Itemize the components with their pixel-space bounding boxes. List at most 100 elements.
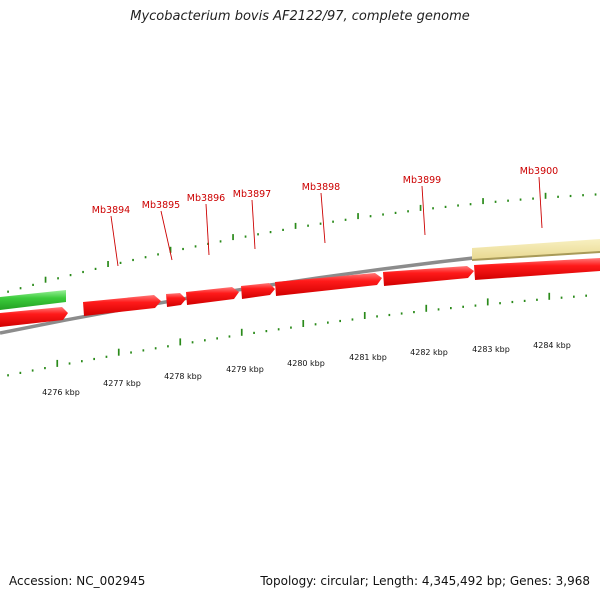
minor-tick (450, 307, 452, 310)
gene-leader-line (160, 210, 173, 261)
accession-text: Accession: NC_002945 (9, 574, 146, 588)
major-tick (482, 198, 484, 205)
cds-arrow-left-edge[interactable] (0, 307, 68, 327)
minor-tick (536, 298, 538, 301)
gene-label-mb3898[interactable]: Mb3898 (302, 182, 340, 193)
minor-tick (157, 253, 159, 256)
minor-tick (582, 194, 584, 197)
gene-label-mb3899[interactable]: Mb3899 (403, 175, 441, 186)
minor-tick (219, 240, 222, 243)
major-tick (117, 348, 120, 356)
minor-tick (105, 355, 108, 358)
major-tick (544, 192, 547, 199)
kbp-label: 4276 kbp (42, 388, 80, 397)
minor-tick (327, 321, 329, 324)
green-feature[interactable] (0, 290, 66, 310)
kbp-label: 4282 kbp (410, 348, 448, 357)
gene-leader-line (421, 185, 426, 236)
kbp-label: 4278 kbp (164, 372, 202, 381)
minor-tick (182, 247, 184, 251)
minor-tick (7, 374, 9, 377)
minor-tick (511, 300, 514, 304)
kbp-label: 4283 kbp (472, 345, 510, 354)
minor-tick (130, 351, 132, 354)
minor-tick (69, 274, 72, 277)
kbp-label: 4277 kbp (103, 379, 141, 388)
minor-tick (132, 258, 134, 262)
minor-tick (332, 220, 334, 223)
minor-tick (457, 204, 459, 207)
cds-arrow-mb3900[interactable] (474, 258, 600, 280)
minor-tick (519, 198, 522, 201)
minor-tick (7, 290, 9, 293)
cds-arrow-mb3899[interactable] (383, 266, 474, 286)
major-tick (548, 292, 551, 300)
minor-tick (290, 326, 292, 329)
minor-tick (339, 319, 341, 323)
kbp-label-layer: 4276 kbp 4277 kbp 4278 kbp 4279 kbp 4280 kbp… (42, 341, 571, 397)
major-tick (44, 276, 47, 283)
major-tick (232, 234, 234, 241)
minor-tick (369, 215, 372, 218)
minor-tick (413, 311, 415, 314)
minor-tick (314, 323, 317, 326)
yellow-feature[interactable] (472, 239, 600, 260)
minor-tick (32, 283, 34, 286)
minor-tick (19, 371, 22, 374)
minor-tick (532, 197, 534, 200)
minor-tick (93, 357, 95, 361)
minor-tick (437, 308, 440, 311)
cds-arrow-mb3898[interactable] (275, 273, 382, 296)
major-tick (363, 312, 366, 319)
gene-label-mb3897[interactable]: Mb3897 (233, 189, 271, 200)
major-tick (357, 213, 359, 220)
minor-tick (144, 256, 147, 259)
major-tick (302, 320, 305, 327)
major-tick (486, 298, 489, 306)
gene-label-mb3895[interactable]: Mb3895 (142, 200, 180, 211)
minor-tick (507, 199, 509, 202)
major-tick (425, 304, 428, 312)
gene-label-mb3900[interactable]: Mb3900 (520, 166, 558, 177)
minor-tick (569, 194, 572, 198)
gene-label-mb3896[interactable]: Mb3896 (187, 193, 225, 204)
minor-tick (216, 337, 218, 340)
minor-tick (194, 245, 197, 248)
minor-tick (244, 235, 247, 238)
minor-tick (68, 362, 71, 365)
gene-leader-line (205, 203, 210, 256)
cds-arrow-mb3896[interactable] (186, 287, 239, 305)
major-tick (240, 328, 243, 336)
gene-label-mb3894[interactable]: Mb3894 (92, 205, 130, 216)
cds-arrow-mb3897[interactable] (241, 283, 275, 299)
minor-tick (499, 302, 501, 305)
minor-tick (560, 296, 563, 299)
major-tick (169, 246, 172, 253)
minor-tick (319, 222, 322, 225)
minor-tick (382, 213, 384, 216)
minor-tick (376, 315, 378, 318)
minor-tick (44, 367, 46, 370)
minor-tick (432, 207, 434, 210)
minor-tick (31, 369, 34, 372)
minor-tick (265, 330, 268, 333)
gene-leader-line (538, 176, 543, 229)
minor-tick (82, 270, 84, 274)
minor-tick (119, 261, 122, 264)
minor-tick (167, 345, 169, 348)
lower-tick-track (7, 292, 587, 377)
minor-tick (557, 195, 559, 198)
minor-tick (573, 295, 575, 298)
genome-summary-text: Topology: circular; Length: 4,345,492 bp… (260, 574, 590, 588)
minor-tick (204, 339, 206, 342)
minor-tick (191, 341, 194, 344)
cds-arrow-mb3894[interactable] (83, 295, 161, 316)
kbp-label: 4279 kbp (226, 365, 264, 374)
gene-leader-line (110, 215, 119, 267)
gene-label-layer: Mb3894 Mb3895 Mb3896 Mb3897 Mb3898 Mb3899 Mb39… (92, 166, 558, 267)
minor-tick (282, 228, 284, 231)
cds-arrow-mb3895[interactable] (166, 293, 186, 307)
minor-tick (594, 193, 597, 196)
minor-tick (407, 210, 409, 213)
